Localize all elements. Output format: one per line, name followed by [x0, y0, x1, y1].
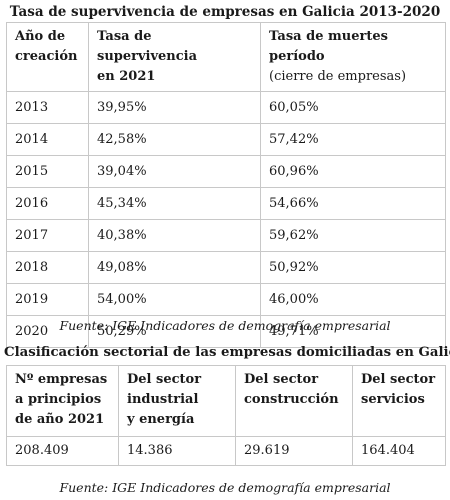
cell-survival: 54,00%: [88, 283, 261, 316]
cell-year: 2020: [6, 315, 89, 348]
table-row: 2014 42,58% 57,42%: [6, 123, 446, 156]
header-year: Año de creación: [6, 22, 89, 92]
header-survival-line2: en 2021: [97, 69, 156, 84]
cell-survival: 50,29%: [88, 315, 261, 348]
cell-deaths: 59,62%: [260, 219, 446, 252]
header-total-line3: de año 2021: [15, 412, 105, 427]
cell-year: 2019: [6, 283, 89, 316]
header-year-line1: Año de: [15, 29, 66, 44]
header-industrial-line1: Del sector: [127, 372, 202, 387]
cell-deaths: 57,42%: [260, 123, 446, 156]
header-industrial-line2: industrial: [127, 392, 199, 407]
table-row: 2018 49,08% 50,92%: [6, 251, 446, 284]
cell-survival: 40,38%: [88, 219, 261, 252]
header-year-line2: creación: [15, 49, 78, 64]
header-industrial: Del sector industrial y energía: [118, 365, 236, 437]
cell-year: 2016: [6, 187, 89, 220]
header-total-line2: a principios: [15, 392, 102, 407]
cell-total: 208.409: [6, 436, 119, 466]
cell-survival: 45,34%: [88, 187, 261, 220]
header-construction: Del sector construcción: [235, 365, 353, 437]
table-row: 2019 54,00% 46,00%: [6, 283, 446, 316]
sector-table-header: Nº empresas a principios de año 2021 Del…: [6, 365, 446, 437]
header-services-line2: servicios: [361, 392, 425, 407]
table-row: 2017 40,38% 59,62%: [6, 219, 446, 252]
cell-survival: 49,08%: [88, 251, 261, 284]
header-deaths-line2: (cierre de empresas): [269, 69, 407, 84]
cell-year: 2018: [6, 251, 89, 284]
table-row: 2015 39,04% 60,96%: [6, 155, 446, 188]
cell-deaths: 60,05%: [260, 91, 446, 124]
header-total: Nº empresas a principios de año 2021: [6, 365, 119, 437]
cell-deaths: 50,92%: [260, 251, 446, 284]
header-construction-line1: Del sector: [244, 372, 319, 387]
table-row: 2013 39,95% 60,05%: [6, 91, 446, 124]
survival-table: Año de creación Tasa de supervivencia en…: [6, 22, 446, 348]
cell-year: 2014: [6, 123, 89, 156]
table2-source: Fuente: IGE Indicadores de demografía em…: [59, 480, 391, 495]
cell-industrial: 14.386: [118, 436, 236, 466]
header-services: Del sector servicios: [352, 365, 446, 437]
table-row: 2016 45,34% 54,66%: [6, 187, 446, 220]
table1-source: Fuente: IGE Indicadores de demografía em…: [59, 318, 391, 333]
cell-survival: 39,04%: [88, 155, 261, 188]
cell-survival: 42,58%: [88, 123, 261, 156]
cell-year: 2013: [6, 91, 89, 124]
table2-title: Clasificación sectorial de las empresas …: [4, 345, 450, 360]
cell-services: 164.404: [352, 436, 446, 466]
cell-construction: 29.619: [235, 436, 353, 466]
sector-table: Nº empresas a principios de año 2021 Del…: [6, 365, 446, 466]
header-total-line1: Nº empresas: [15, 372, 108, 387]
cell-deaths: 60,96%: [260, 155, 446, 188]
header-survival: Tasa de supervivencia en 2021: [88, 22, 261, 92]
header-deaths: Tasa de muertes período (cierre de empre…: [260, 22, 446, 92]
header-services-line1: Del sector: [361, 372, 436, 387]
cell-survival: 39,95%: [88, 91, 261, 124]
table-row: 208.409 14.386 29.619 164.404: [6, 436, 446, 466]
survival-table-header: Año de creación Tasa de supervivencia en…: [6, 22, 446, 92]
header-deaths-line1: Tasa de muertes período: [269, 29, 388, 64]
cell-year: 2017: [6, 219, 89, 252]
header-survival-line1: Tasa de supervivencia: [97, 29, 198, 64]
cell-deaths: 54,66%: [260, 187, 446, 220]
table1-title: Tasa de supervivencia de empresas en Gal…: [9, 4, 441, 20]
cell-deaths: 49,71%: [260, 315, 446, 348]
header-industrial-line3: y energía: [127, 412, 195, 427]
table-row: 2020 50,29% 49,71%: [6, 315, 446, 348]
cell-deaths: 46,00%: [260, 283, 446, 316]
cell-year: 2015: [6, 155, 89, 188]
header-construction-line2: construcción: [244, 392, 339, 407]
